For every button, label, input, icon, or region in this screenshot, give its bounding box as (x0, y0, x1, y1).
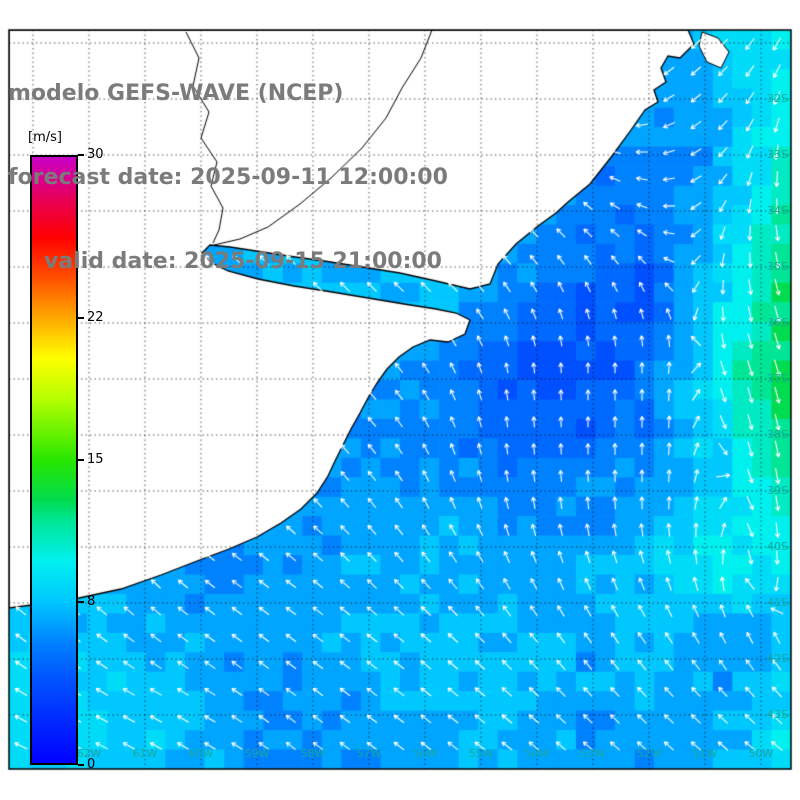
colorbar-tick-label: 15 (87, 452, 104, 467)
colorbar-tick (78, 154, 84, 156)
colorbar-tick-label: 8 (87, 594, 96, 610)
model-title: modelo GEFS-WAVE (NCEP) (8, 81, 344, 106)
colorbar-tick-label: 0 (87, 757, 96, 772)
colorbar-tick (78, 764, 84, 766)
colorbar-unit-label: [m/s] (28, 130, 62, 145)
colorbar-tick (78, 459, 84, 461)
colorbar-tick-label: 30 (87, 147, 104, 162)
colorbar-tick (78, 601, 84, 604)
colorbar-tick (78, 316, 84, 319)
colorbar-tick-label: 22 (87, 309, 104, 325)
valid-date-line: valid date: 2025-09-15 21:00:00 (44, 249, 442, 274)
title-block: modelo GEFS-WAVE (NCEP) forecast date: 2… (8, 24, 448, 332)
colorbar-gradient (30, 155, 78, 765)
forecast-date-line: forecast date: 2025-09-11 12:00:00 (8, 165, 448, 190)
